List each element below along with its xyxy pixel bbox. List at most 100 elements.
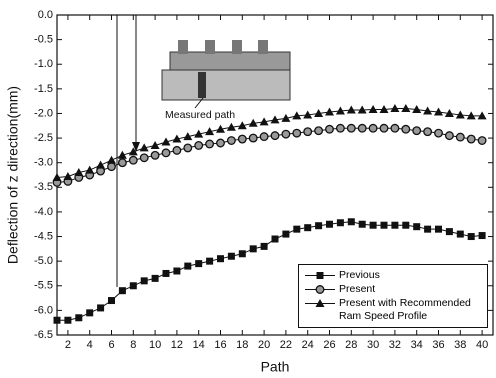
marker [250, 245, 257, 252]
x-tick-label: 6 [108, 339, 114, 351]
marker [413, 127, 421, 135]
legend-entry: Previous [305, 269, 481, 282]
marker [119, 159, 127, 167]
marker [381, 222, 388, 229]
marker [85, 166, 94, 174]
marker [228, 253, 235, 260]
marker [446, 132, 454, 140]
marker [413, 223, 420, 230]
marker [424, 128, 432, 136]
marker [130, 156, 138, 164]
marker [206, 140, 214, 148]
legend-entry: Present with Recommended Ram Speed Profi… [305, 297, 481, 323]
legend-label: Present [339, 283, 375, 296]
marker [108, 297, 115, 304]
marker [108, 163, 116, 171]
marker [467, 135, 475, 143]
x-axis-title: Path [261, 359, 290, 375]
x-tick-label: 22 [280, 339, 292, 351]
marker [402, 125, 410, 133]
legend-icon [305, 297, 335, 310]
marker [217, 139, 225, 147]
x-tick-label: 40 [476, 339, 488, 351]
marker [348, 218, 355, 225]
x-tick-label: 12 [171, 339, 183, 351]
marker [239, 135, 247, 143]
y-tick-label: -2.5 [34, 132, 53, 144]
y-axis-title: Deflection of z direction(mm) [5, 86, 21, 264]
legend-icon [305, 283, 335, 296]
marker [402, 222, 409, 229]
x-tick-label: 34 [411, 339, 423, 351]
marker [348, 124, 356, 132]
marker [271, 132, 279, 140]
x-tick-label: 10 [149, 339, 161, 351]
x-tick-label: 18 [236, 339, 248, 351]
x-tick-label: 26 [323, 339, 335, 351]
y-tick-label: -2.0 [34, 107, 53, 119]
marker [478, 137, 486, 145]
marker [457, 231, 464, 238]
marker [337, 219, 344, 226]
marker [424, 226, 431, 233]
y-tick-label: -1.5 [34, 83, 53, 95]
x-tick-label: 4 [87, 339, 93, 351]
marker [260, 133, 268, 141]
page: Path Deflection of z direction(mm) Measu… [0, 0, 496, 378]
marker [370, 222, 377, 229]
marker [293, 129, 301, 137]
marker [249, 134, 257, 142]
x-tick-label: 20 [258, 339, 270, 351]
marker [315, 222, 322, 229]
legend-label: Previous [339, 269, 380, 282]
x-tick-label: 30 [367, 339, 379, 351]
y-tick-label: -3.5 [34, 181, 53, 193]
y-tick-label: 0.0 [38, 9, 53, 21]
x-tick-label: 24 [302, 339, 314, 351]
y-tick-label: -0.5 [34, 34, 53, 46]
marker [359, 221, 366, 228]
marker [75, 314, 82, 321]
y-tick-label: -6.0 [34, 304, 53, 316]
x-tick-label: 16 [214, 339, 226, 351]
marker [326, 125, 334, 133]
marker [282, 231, 289, 238]
marker [63, 172, 72, 180]
marker [184, 263, 191, 270]
inset-part [162, 40, 290, 108]
marker [337, 124, 345, 132]
marker [282, 130, 290, 138]
y-tick-label: -1.0 [34, 58, 53, 70]
marker [380, 124, 388, 132]
legend-icon [305, 269, 335, 282]
marker [86, 309, 93, 316]
marker [195, 142, 203, 150]
marker [97, 304, 104, 311]
marker [304, 224, 311, 231]
marker [272, 236, 279, 243]
marker [435, 129, 443, 137]
marker [184, 144, 192, 152]
marker [217, 255, 224, 262]
marker [64, 317, 71, 324]
marker [162, 149, 170, 157]
marker [391, 222, 398, 229]
marker [140, 154, 148, 162]
x-tick-label: 28 [345, 339, 357, 351]
marker [173, 268, 180, 275]
marker [446, 228, 453, 235]
marker [119, 287, 126, 294]
y-tick-label: -5.0 [34, 255, 53, 267]
marker [107, 156, 116, 164]
marker [435, 226, 442, 233]
y-tick-label: -4.5 [34, 230, 53, 242]
x-tick-label: 32 [389, 339, 401, 351]
marker [163, 270, 170, 277]
marker [369, 124, 377, 132]
marker [54, 317, 61, 324]
marker [316, 286, 324, 294]
marker [468, 233, 475, 240]
marker [358, 124, 366, 132]
marker [391, 124, 399, 132]
